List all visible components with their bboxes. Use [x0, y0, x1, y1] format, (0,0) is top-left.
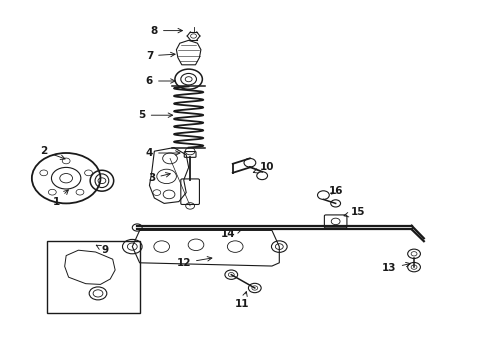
Text: 9: 9: [96, 245, 109, 255]
Text: 16: 16: [328, 186, 343, 196]
Text: 15: 15: [344, 207, 365, 217]
Text: 5: 5: [139, 110, 172, 120]
Text: 3: 3: [148, 172, 170, 183]
Text: 1: 1: [53, 190, 68, 207]
Text: 4: 4: [146, 148, 180, 158]
Bar: [47, 241, 140, 313]
Text: 10: 10: [253, 162, 274, 173]
Text: 14: 14: [220, 229, 242, 239]
Text: 8: 8: [151, 26, 182, 36]
Text: 7: 7: [146, 51, 175, 61]
Text: 2: 2: [41, 146, 65, 159]
Text: 12: 12: [176, 257, 212, 268]
Text: 11: 11: [235, 292, 250, 309]
Text: 6: 6: [146, 76, 175, 86]
Text: 13: 13: [382, 262, 410, 273]
